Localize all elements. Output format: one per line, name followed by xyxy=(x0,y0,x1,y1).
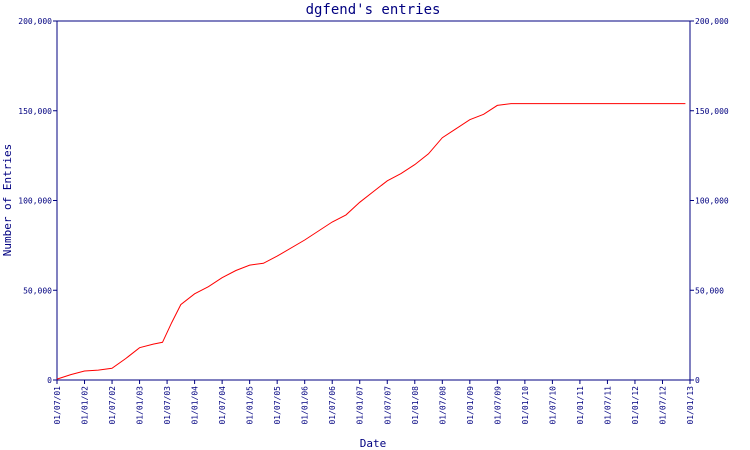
chart-title: dgfend's entries xyxy=(306,2,441,18)
x-tick-label: 01/01/03 xyxy=(136,386,145,425)
x-tick-label: 01/01/05 xyxy=(246,386,255,425)
x-tick-label: 01/07/02 xyxy=(108,386,117,425)
y-tick-label-left: 200,000 xyxy=(18,17,52,26)
y-axis-title: Number of Entries xyxy=(1,144,14,257)
plot-area xyxy=(56,20,691,381)
x-tick-label: 01/07/05 xyxy=(273,386,282,425)
x-tick-label: 01/07/01 xyxy=(53,386,62,425)
x-tick-label: 01/01/11 xyxy=(576,386,585,425)
y-tick-label-right: 150,000 xyxy=(695,107,729,116)
x-axis: 01/07/01 01/01/02 01/07/02 01/01/03 01/07/03… xyxy=(53,380,695,425)
x-tick-label: 01/01/08 xyxy=(411,386,420,425)
x-tick-label: 01/07/10 xyxy=(548,386,557,425)
x-tick-label: 01/07/06 xyxy=(328,386,337,425)
x-tick-label: 01/07/12 xyxy=(658,386,667,425)
y-tick-label-right: 100,000 xyxy=(695,197,729,206)
x-tick-label: 01/07/08 xyxy=(438,386,447,425)
series-line xyxy=(56,103,686,380)
x-tick-label: 01/07/11 xyxy=(603,386,612,425)
x-tick-label: 01/07/03 xyxy=(163,386,172,425)
x-tick-label: 01/01/02 xyxy=(81,386,90,425)
y-tick-label-left: 50,000 xyxy=(23,286,52,295)
x-tick-label: 01/01/04 xyxy=(191,386,200,425)
x-tick-label: 01/01/10 xyxy=(521,386,530,425)
y-tick-label-right: 200,000 xyxy=(695,17,729,26)
x-tick-label: 01/01/13 xyxy=(686,386,695,425)
x-tick-label: 01/01/06 xyxy=(301,386,310,425)
y-tick-label-left: 0 xyxy=(47,376,52,385)
x-tick-label: 01/01/12 xyxy=(631,386,640,425)
y-tick-label-left: 100,000 xyxy=(18,197,52,206)
y-axis-right: 0 50,000 100,000 150,000 200,000 xyxy=(690,17,729,385)
y-tick-label-right: 50,000 xyxy=(695,286,724,295)
x-tick-label: 01/01/07 xyxy=(356,386,365,425)
x-tick-label: 01/07/04 xyxy=(218,386,227,425)
y-tick-label-left: 150,000 xyxy=(18,107,52,116)
y-axis-left: 0 50,000 100,000 150,000 200,000 xyxy=(18,17,57,385)
x-tick-label: 01/07/09 xyxy=(493,386,502,425)
x-axis-title: Date xyxy=(360,437,387,450)
y-tick-label-right: 0 xyxy=(695,376,700,385)
x-tick-label: 01/07/07 xyxy=(383,386,392,425)
x-tick-label: 01/01/09 xyxy=(466,386,475,425)
